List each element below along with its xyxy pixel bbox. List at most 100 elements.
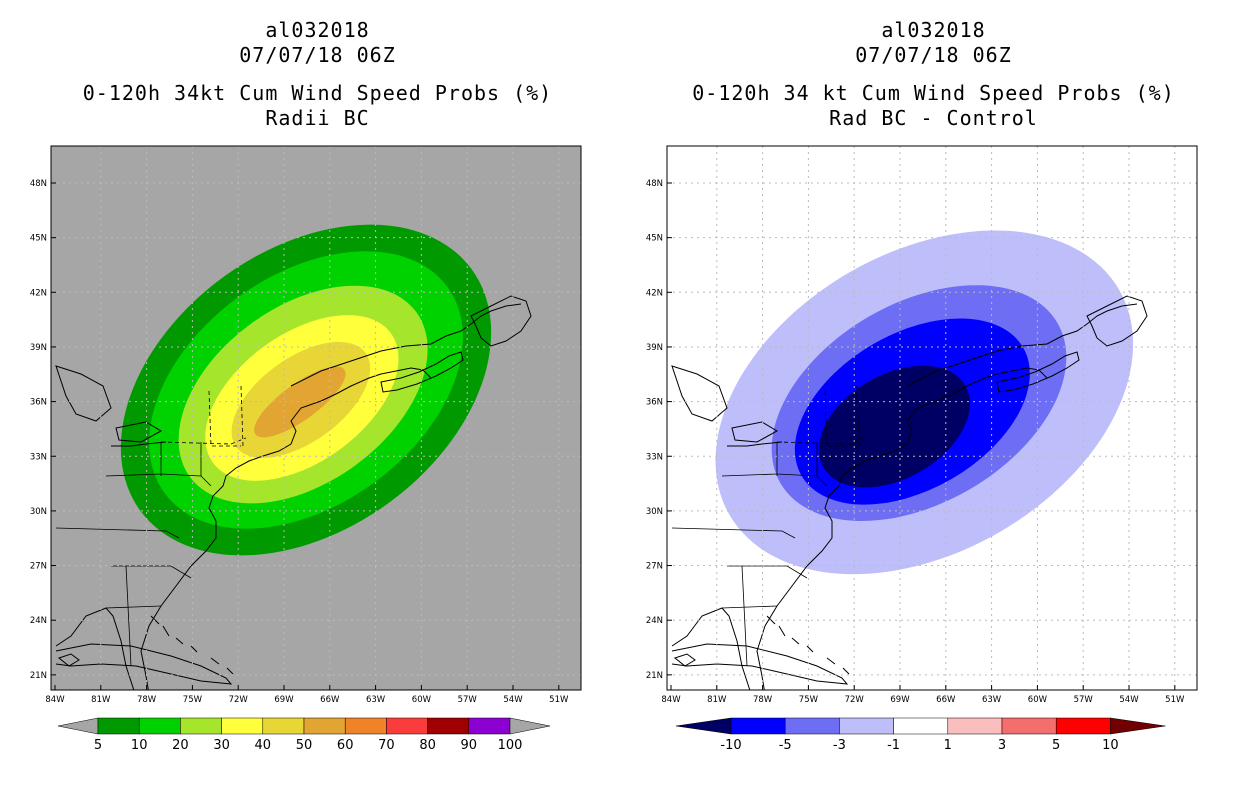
left-grid	[51, 146, 581, 690]
colorbar-swatch	[893, 717, 949, 735]
colorbar-swatch	[427, 717, 470, 735]
lat-label: 36N	[30, 398, 47, 408]
colorbar-label: 90	[461, 738, 478, 753]
lat-label: 30N	[646, 507, 663, 517]
colorbar-swatch	[221, 717, 264, 735]
colorbar-label: -10	[720, 738, 741, 753]
product-subtitle: Rad BC - Control	[829, 106, 1038, 130]
lon-label: 75W	[183, 695, 203, 705]
product-title: 0-120h 34 kt Cum Wind Speed Probs (%)	[692, 81, 1175, 105]
left-probability-shading	[55, 224, 532, 690]
lat-label: 45N	[30, 234, 47, 244]
left-panel-title: al032018 07/07/18 06Z 0-120h 34kt Cum Wi…	[50, 18, 585, 131]
lat-label: 33N	[30, 452, 47, 462]
colorbar-label: 70	[378, 738, 395, 753]
colorbar-label: 3	[998, 738, 1006, 753]
forecast-time: 07/07/18 06Z	[855, 43, 1012, 67]
lon-label: 60W	[412, 695, 432, 705]
colorbar-swatch	[839, 717, 894, 735]
lat-label: 39N	[30, 343, 47, 353]
colorbar-label: 5	[1052, 738, 1060, 753]
colorbar-swatch	[1055, 717, 1111, 735]
right-lon-labels: 84W 81W 78W 75W 72W 69W 66W 63W 60W 57W 54W 51W	[661, 685, 1185, 705]
left-lon-labels: 84W 81W 78W 75W 72W 69W 66W 63W 60W 57W 54W 51W	[45, 685, 569, 705]
lon-label: 63W	[982, 695, 1002, 705]
colorbar-swatch	[730, 717, 786, 735]
colorbar-swatch	[262, 717, 305, 735]
forecast-time: 07/07/18 06Z	[239, 43, 396, 67]
colorbar-swatch	[784, 717, 840, 735]
lon-label: 51W	[1165, 695, 1185, 705]
colorbar-label: -3	[833, 738, 846, 753]
lat-label: 27N	[30, 562, 47, 572]
lat-label: 48N	[646, 179, 663, 189]
lon-label: 72W	[229, 695, 249, 705]
product-subtitle: Radii BC	[265, 106, 370, 130]
colorbar-label: -1	[887, 738, 900, 753]
colorbar-label: 50	[296, 738, 313, 753]
colorbar-swatch	[180, 717, 222, 735]
lon-label: 60W	[1028, 695, 1048, 705]
lon-label: 78W	[753, 695, 773, 705]
right-map-frame	[666, 145, 1198, 691]
colorbar-swatch	[947, 717, 1003, 735]
lat-label: 21N	[30, 671, 47, 681]
colorbar-left-arrow	[57, 717, 99, 735]
lon-label: 63W	[366, 695, 386, 705]
colorbar-swatch	[1001, 717, 1057, 735]
lat-label: 39N	[646, 343, 663, 353]
colorbar-label: 60	[337, 738, 354, 753]
right-difference-shading	[671, 230, 1148, 690]
lon-label: 78W	[137, 695, 157, 705]
lat-label: 27N	[646, 562, 663, 572]
lon-label: 84W	[45, 695, 65, 705]
lon-label: 72W	[845, 695, 865, 705]
colorbar-swatch	[386, 717, 428, 735]
colorbar-left-arrow	[675, 717, 732, 735]
product-title: 0-120h 34kt Cum Wind Speed Probs (%)	[82, 81, 553, 105]
storm-id: al032018	[265, 18, 370, 42]
lon-label: 54W	[503, 695, 523, 705]
lat-label: 42N	[646, 288, 663, 298]
lat-label: 45N	[646, 234, 663, 244]
right-colorbar: -10 -5 -3 -1 1 3 5 10	[675, 717, 1166, 753]
colorbar-label: 10	[1102, 738, 1119, 753]
lat-label: 33N	[646, 452, 663, 462]
lat-label: 30N	[30, 507, 47, 517]
colorbar-swatch	[344, 717, 387, 735]
lon-label: 57W	[1074, 695, 1094, 705]
right-lat-labels: 48N 45N 42N 39N 36N 33N 30N 27N 24N 21N	[646, 179, 672, 681]
right-grid	[667, 146, 1197, 690]
lat-label: 24N	[30, 616, 47, 626]
colorbar-label: 30	[213, 738, 230, 753]
lon-label: 51W	[549, 695, 569, 705]
lat-label: 36N	[646, 398, 663, 408]
lon-label: 69W	[274, 695, 294, 705]
lat-label: 42N	[30, 288, 47, 298]
lon-label: 81W	[91, 695, 111, 705]
colorbar-swatch	[97, 717, 140, 735]
lon-label: 81W	[707, 695, 727, 705]
colorbar-label: 40	[255, 738, 272, 753]
storm-id: al032018	[881, 18, 986, 42]
lat-label: 48N	[30, 179, 47, 189]
colorbar-label: 1	[944, 738, 952, 753]
lat-label: 21N	[646, 671, 663, 681]
colorbar-right-arrow	[1110, 717, 1166, 735]
colorbar-swatch	[303, 717, 346, 735]
diff-minus10-contour	[818, 365, 971, 488]
lon-label: 75W	[799, 695, 819, 705]
left-lat-labels: 48N 45N 42N 39N 36N 33N 30N 27N 24N 21N	[30, 179, 56, 681]
colorbar-label: -5	[779, 738, 792, 753]
colorbar-label: 5	[94, 738, 102, 753]
left-map-frame	[50, 145, 582, 691]
lon-label: 54W	[1119, 695, 1139, 705]
lat-label: 24N	[646, 616, 663, 626]
colorbar-label: 80	[419, 738, 436, 753]
lon-label: 66W	[320, 695, 340, 705]
lon-label: 57W	[458, 695, 478, 705]
left-colorbar: 5 10 20 30 40 50 60 70 80 90 100	[57, 717, 551, 753]
lon-label: 66W	[936, 695, 956, 705]
colorbar-swatch	[138, 717, 181, 735]
